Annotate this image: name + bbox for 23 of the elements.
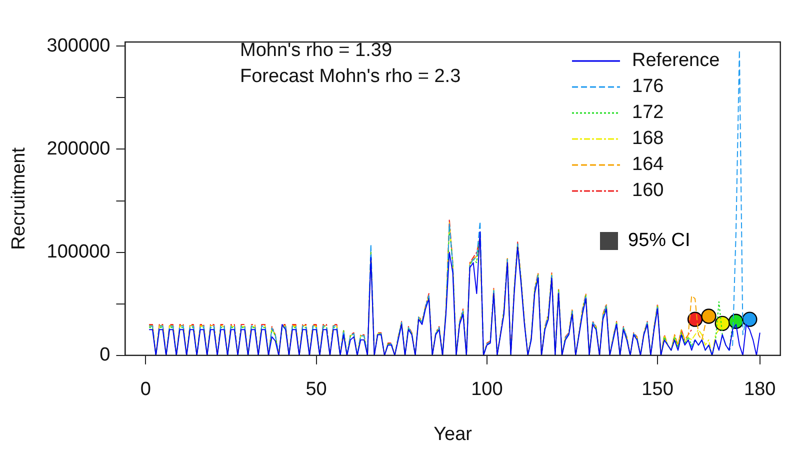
- annotation: Forecast Mohn's rho = 2.3: [240, 65, 461, 89]
- y-axis-title: Recruitment: [8, 146, 30, 250]
- x-tick-label: 180: [744, 379, 776, 400]
- point: [742, 312, 758, 327]
- legend-label: 160: [632, 180, 664, 202]
- x-tick-label: 100: [471, 379, 503, 400]
- annotation: Mohn's rho = 1.39: [240, 39, 394, 63]
- y-tick-label: 300000: [46, 35, 110, 56]
- x-tick-label: 150: [642, 379, 674, 400]
- legend-label: Reference: [632, 50, 720, 72]
- x-axis-title: Year: [434, 424, 473, 445]
- y-tick-label: 100000: [46, 242, 110, 263]
- y-tick-label: 200000: [46, 138, 110, 160]
- legend-label: 176: [632, 76, 664, 98]
- y-tick-label: 0: [100, 344, 110, 366]
- legend-label: 164: [632, 154, 664, 176]
- point: [714, 316, 730, 332]
- point: [701, 308, 716, 324]
- legend-label: 168: [632, 128, 664, 150]
- x-tick-label: 50: [306, 379, 327, 400]
- x-tick-label: 0: [140, 379, 151, 400]
- annotation: 95% CI: [628, 230, 690, 252]
- legend-label: 172: [632, 102, 664, 124]
